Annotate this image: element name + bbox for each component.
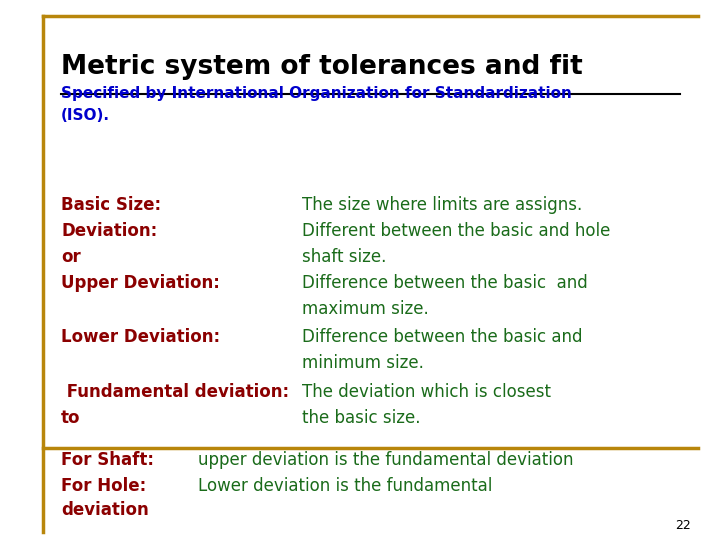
Text: Upper Deviation:: Upper Deviation:	[61, 274, 220, 292]
Text: shaft size.: shaft size.	[302, 248, 387, 266]
Text: or: or	[61, 248, 81, 266]
Text: deviation: deviation	[61, 501, 149, 519]
Text: minimum size.: minimum size.	[302, 354, 424, 373]
Text: For Shaft:: For Shaft:	[61, 451, 154, 469]
Text: upper deviation is the fundamental deviation: upper deviation is the fundamental devia…	[198, 451, 574, 469]
Text: Fundamental deviation:: Fundamental deviation:	[61, 383, 289, 401]
Text: 22: 22	[675, 519, 691, 532]
Text: Difference between the basic  and: Difference between the basic and	[302, 274, 588, 292]
Text: to: to	[61, 409, 81, 427]
Text: maximum size.: maximum size.	[302, 300, 429, 318]
Text: (ISO).: (ISO).	[61, 108, 110, 123]
Text: Metric system of tolerances and fit: Metric system of tolerances and fit	[61, 54, 583, 80]
Text: Deviation:: Deviation:	[61, 222, 158, 240]
Text: Different between the basic and hole: Different between the basic and hole	[302, 222, 611, 240]
Text: For Hole:: For Hole:	[61, 477, 146, 495]
Text: Specified by International Organization for Standardization: Specified by International Organization …	[61, 86, 572, 102]
Text: The deviation which is closest: The deviation which is closest	[302, 383, 552, 401]
Text: Lower deviation is the fundamental: Lower deviation is the fundamental	[198, 477, 492, 495]
Text: the basic size.: the basic size.	[302, 409, 421, 427]
Text: Lower Deviation:: Lower Deviation:	[61, 328, 220, 347]
Text: Difference between the basic and: Difference between the basic and	[302, 328, 583, 347]
Text: Basic Size:: Basic Size:	[61, 196, 161, 214]
Text: The size where limits are assigns.: The size where limits are assigns.	[302, 196, 582, 214]
